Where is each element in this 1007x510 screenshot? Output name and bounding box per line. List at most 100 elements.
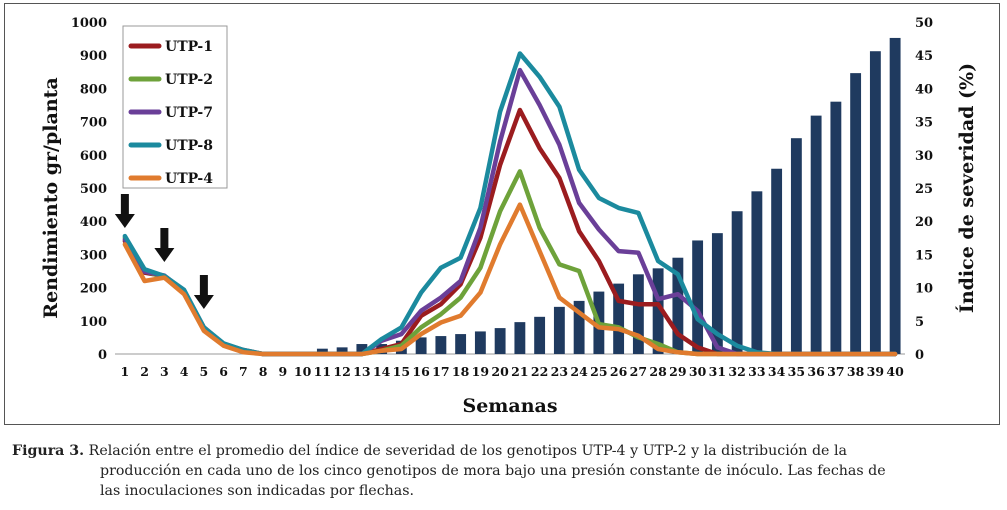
- x-tick-label: 14: [373, 364, 391, 379]
- y-right-tick-label: 10: [915, 282, 933, 297]
- severity-bar: [790, 138, 802, 354]
- x-tick-label: 30: [689, 364, 707, 379]
- y-left-tick-label: 1000: [71, 16, 107, 31]
- severity-bar: [573, 300, 585, 354]
- y-left-tick-label: 400: [80, 215, 107, 230]
- x-tick-label: 39: [867, 364, 884, 379]
- x-tick-label: 20: [491, 364, 509, 379]
- y-right-tick-label: 30: [915, 149, 933, 164]
- x-tick-label: 5: [200, 364, 209, 379]
- y-left-tick-label: 300: [80, 248, 107, 263]
- y-right-tick-label: 40: [915, 82, 933, 97]
- legend-box: [122, 25, 228, 189]
- chart: 0100200300400500600700800900100005101520…: [40, 16, 978, 417]
- severity-bar: [336, 347, 348, 354]
- severity-bar: [731, 211, 743, 354]
- legend-label: UTP-7: [165, 105, 213, 121]
- severity-bar: [494, 328, 506, 354]
- severity-bar: [632, 274, 644, 354]
- x-tick-label: 2: [140, 364, 149, 379]
- x-tick-label: 29: [669, 364, 686, 379]
- x-axis-title: Semanas: [462, 395, 557, 417]
- inoculation-arrow: [114, 194, 135, 228]
- x-tick-label: 31: [709, 364, 726, 379]
- y-left-tick-label: 700: [80, 116, 107, 131]
- x-tick-label: 19: [472, 364, 489, 379]
- y-left-tick-label: 0: [98, 348, 107, 363]
- y-left-axis-title: Rendimiento gr/planta: [40, 77, 62, 318]
- x-tick-label: 27: [630, 364, 647, 379]
- severity-bar: [652, 268, 664, 354]
- legend-label: UTP-2: [165, 72, 213, 88]
- y-left-tick-label: 200: [80, 282, 107, 297]
- x-tick-label: 23: [551, 364, 568, 379]
- severity-bar: [435, 336, 447, 354]
- inoculation-arrow: [154, 228, 175, 262]
- caption-line-2: producción en cada uno de los cinco geno…: [100, 463, 886, 479]
- x-tick-label: 40: [886, 364, 904, 379]
- severity-bar: [455, 334, 467, 354]
- x-tick-label: 9: [279, 364, 288, 379]
- x-tick-label: 16: [412, 364, 430, 379]
- severity-bar: [889, 37, 901, 354]
- y-right-tick-label: 45: [915, 49, 933, 64]
- x-tick-label: 7: [239, 364, 248, 379]
- y-left-tick-label: 800: [80, 82, 107, 97]
- x-tick-label: 12: [333, 364, 350, 379]
- x-tick-label: 32: [728, 364, 745, 379]
- y-right-tick-label: 50: [915, 16, 933, 31]
- legend-label: UTP-8: [165, 138, 213, 154]
- severity-bar: [415, 337, 427, 354]
- x-tick-label: 28: [649, 364, 667, 379]
- severity-bar: [692, 240, 704, 354]
- severity-bar: [356, 344, 368, 354]
- y-right-tick-label: 0: [915, 348, 924, 363]
- severity-bar: [869, 51, 881, 354]
- x-tick-label: 18: [452, 364, 470, 379]
- caption-label: Figura 3.: [12, 443, 85, 459]
- severity-bar: [751, 191, 763, 354]
- severity-bar: [613, 283, 625, 354]
- x-tick-label: 22: [531, 364, 548, 379]
- series-line-utp-4: [122, 202, 898, 357]
- severity-bar: [711, 233, 723, 354]
- x-tick-label: 24: [570, 364, 588, 379]
- legend-label: UTP-1: [165, 39, 213, 55]
- severity-bar: [514, 322, 526, 354]
- chart-frame: 0 100 200 300 400 500 600 700 800 900 1000 0 5 10 15 20…: [4, 3, 1000, 425]
- legend-label: UTP-4: [165, 171, 213, 187]
- caption-line-1: Figura 3. Relación entre el promedio del…: [12, 441, 997, 461]
- severity-bar: [553, 306, 565, 354]
- x-tick-label: 13: [353, 364, 370, 379]
- y-right-tick-label: 15: [915, 248, 933, 263]
- severity-bar: [850, 73, 862, 355]
- x-tick-label: 38: [847, 364, 865, 379]
- caption-text-1: Relación entre el promedio del índice de…: [88, 443, 847, 459]
- x-tick-label: 11: [314, 364, 331, 379]
- x-tick-label: 26: [610, 364, 628, 379]
- x-tick-label: 17: [432, 364, 449, 379]
- x-tick-label: 33: [748, 364, 765, 379]
- severity-bar: [810, 115, 822, 355]
- y-left-tick-label: 600: [80, 149, 107, 164]
- y-right-tick-label: 5: [915, 315, 924, 330]
- x-tick-label: 4: [180, 364, 189, 379]
- x-tick-label: 25: [590, 364, 607, 379]
- x-tick-label: 34: [768, 364, 786, 379]
- severity-bar: [672, 257, 684, 354]
- y-right-axis-title: Índice de severidad (%): [955, 63, 978, 313]
- x-tick-label: 35: [788, 364, 805, 379]
- y-left-tick-label: 900: [80, 49, 107, 64]
- severity-bar: [771, 168, 783, 354]
- x-tick-label: 21: [511, 364, 528, 379]
- y-left-tick-label: 100: [80, 315, 107, 330]
- y-right-tick-label: 35: [915, 116, 933, 131]
- y-right-tick-label: 20: [915, 215, 933, 230]
- caption-line-3: las inoculaciones son indicadas por flec…: [100, 483, 415, 499]
- x-tick-label: 6: [219, 364, 228, 379]
- y-right-tick-label: 25: [915, 182, 933, 197]
- figure-caption: Figura 3. Relación entre el promedio del…: [12, 441, 997, 501]
- x-tick-label: 36: [807, 364, 825, 379]
- x-tick-label: 8: [259, 364, 268, 379]
- x-tick-label: 1: [121, 364, 130, 379]
